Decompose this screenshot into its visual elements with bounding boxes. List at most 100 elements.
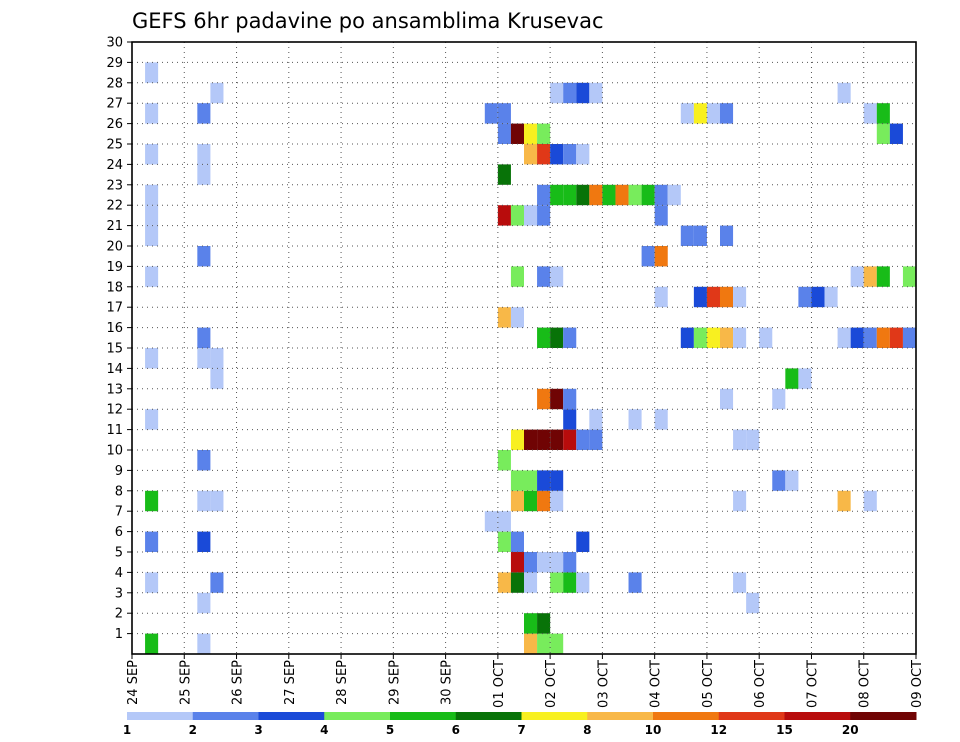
heatmap-cell <box>772 470 786 491</box>
heatmap-cell <box>733 572 747 593</box>
colorbar-label: 6 <box>452 723 460 737</box>
heatmap-cell <box>510 123 524 144</box>
heatmap-cell <box>706 286 720 308</box>
heatmap-cell <box>510 205 524 226</box>
x-tick-label: 01 OCT <box>492 660 507 708</box>
x-tick-label: 04 OCT <box>649 660 664 708</box>
x-tick-label: 06 OCT <box>753 660 768 708</box>
y-tick-label: 10 <box>106 444 123 459</box>
heatmap-cell <box>550 82 564 104</box>
heatmap-cell <box>550 572 564 593</box>
chart-title: GEFS 6hr padavine po ansamblima Krusevac <box>132 9 604 33</box>
heatmap-cell <box>628 409 642 430</box>
heatmap-cell <box>484 511 498 532</box>
colorbar-swatch <box>192 712 259 720</box>
heatmap-cell <box>550 388 564 410</box>
heatmap-cell <box>550 184 564 206</box>
heatmap-cell <box>497 205 511 226</box>
heatmap-cell <box>537 633 551 654</box>
heatmap-cell <box>197 348 211 369</box>
x-tick-label: 08 OCT <box>858 660 873 708</box>
heatmap-cell <box>524 490 538 512</box>
heatmap-cell <box>641 184 655 206</box>
y-tick-label: 3 <box>115 586 123 601</box>
heatmap-cell <box>654 286 668 308</box>
heatmap-cell <box>497 572 511 593</box>
colorbar-swatch <box>587 712 654 720</box>
heatmap-cell <box>654 205 668 226</box>
heatmap-cell <box>563 552 577 573</box>
x-tick-label: 29 SEP <box>387 660 402 705</box>
heatmap-cell <box>537 327 551 348</box>
heatmap-cell <box>850 327 864 348</box>
colorbar-swatch <box>653 712 720 720</box>
heatmap-cell <box>628 572 642 593</box>
x-tick-label: 24 SEP <box>126 660 141 705</box>
heatmap-cell <box>654 409 668 430</box>
y-tick-label: 11 <box>106 423 123 438</box>
heatmap-cell <box>563 82 577 104</box>
x-axis: 24 SEP 25 SEP 26 SEP 27 SEP 28 SEP 29 SEP 30 S… <box>126 654 925 708</box>
x-tick-label: 28 SEP <box>335 660 350 705</box>
y-tick-label: 6 <box>115 525 123 540</box>
heatmap-cell <box>654 246 668 267</box>
heatmap-cell <box>837 82 851 104</box>
heatmap-cell <box>746 592 760 614</box>
heatmap-cell <box>537 470 551 491</box>
x-tick-label: 02 OCT <box>544 660 559 708</box>
heatmap-cell <box>510 552 524 573</box>
heatmap-cell <box>537 429 551 450</box>
y-tick-label: 28 <box>106 76 123 91</box>
colorbar-label: 5 <box>386 723 394 737</box>
heatmap-cell <box>563 144 577 165</box>
heatmap-cell <box>563 409 577 430</box>
heatmap-cell <box>902 327 916 348</box>
heatmap-cell <box>210 82 224 104</box>
heatmap-cell <box>484 103 498 124</box>
heatmap-cell <box>693 286 707 308</box>
heatmap-cell <box>759 327 773 348</box>
heatmap-cell <box>733 429 747 450</box>
heatmap-cell <box>537 613 551 634</box>
gridlines <box>132 42 916 654</box>
heatmap-cell <box>550 552 564 573</box>
x-tick-label: 07 OCT <box>805 660 820 708</box>
y-axis: 1234567891011121314151617181920212223242… <box>106 36 132 642</box>
heatmap-cell <box>680 327 694 348</box>
heatmap-cell <box>537 205 551 226</box>
heatmap-cell <box>902 266 916 287</box>
heatmap-cell <box>798 286 812 308</box>
heatmap-cell <box>576 429 590 450</box>
heatmap-cell <box>706 103 720 124</box>
colorbar-swatch <box>324 712 391 720</box>
heatmap-cell <box>510 429 524 450</box>
heatmap-cell <box>550 490 564 512</box>
heatmap-cell <box>811 286 825 308</box>
colorbar-label: 1 <box>123 723 131 737</box>
heatmap-cell <box>576 144 590 165</box>
heatmap-cell <box>210 572 224 593</box>
heatmap-cell <box>824 286 838 308</box>
heatmap-cell <box>145 225 159 246</box>
heatmap-cell <box>733 286 747 308</box>
heatmap-cell <box>510 470 524 491</box>
heatmap-cell <box>576 572 590 593</box>
heatmap-cell <box>524 123 538 144</box>
colorbar-legend: 1 2 3 4 5 6 7 8 10 12 15 20 <box>123 712 917 737</box>
heatmap-cell <box>210 490 224 512</box>
heatmap-cell <box>746 429 760 450</box>
heatmap-cell <box>537 490 551 512</box>
y-tick-label: 1 <box>115 627 123 642</box>
heatmap-cell <box>550 266 564 287</box>
heatmap-cell <box>576 531 590 552</box>
heatmap-cell <box>693 103 707 124</box>
heatmap-cell <box>210 368 224 389</box>
heatmap-cell <box>510 307 524 328</box>
heatmap-cell <box>667 184 681 206</box>
heatmap-cell <box>510 266 524 287</box>
heatmap-cell <box>876 266 890 287</box>
heatmap-cell <box>510 490 524 512</box>
x-tick-label: 09 OCT <box>910 660 925 708</box>
y-tick-label: 19 <box>106 260 123 275</box>
